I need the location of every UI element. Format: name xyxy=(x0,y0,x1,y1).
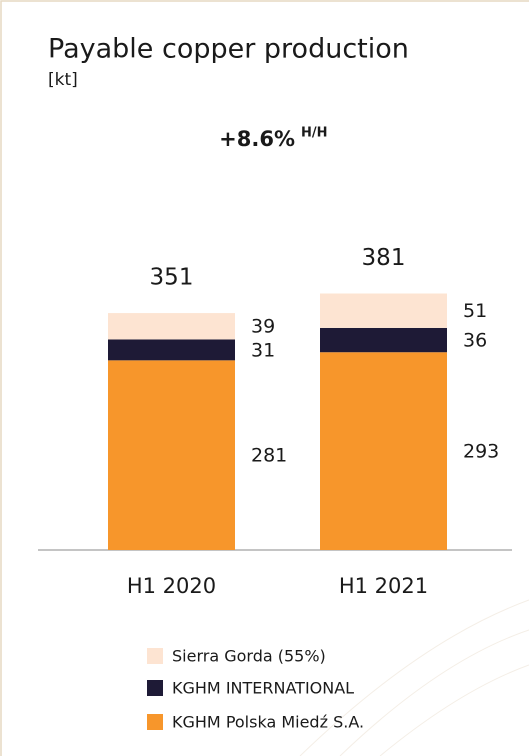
value-label: 293 xyxy=(463,441,499,463)
value-label: 31 xyxy=(251,339,275,361)
total-label: 351 xyxy=(150,265,194,291)
legend-swatch xyxy=(147,680,163,696)
chart-subtitle: [kt] xyxy=(48,70,78,90)
bar-segment xyxy=(108,339,235,361)
legend-label: KGHM Polska Miedź S.A. xyxy=(172,713,364,732)
legend-label: Sierra Gorda (55%) xyxy=(172,647,326,666)
value-label: 281 xyxy=(251,445,287,467)
bar-segment xyxy=(108,313,235,340)
value-label: 36 xyxy=(463,330,487,352)
annotation: +8.6% xyxy=(219,127,295,151)
bar-segment xyxy=(320,352,447,550)
bar-segment xyxy=(320,293,447,328)
x-tick-label: H1 2020 xyxy=(127,574,216,598)
bar-segment xyxy=(108,360,235,550)
chart-title: Payable copper production xyxy=(48,34,409,65)
legend-label: KGHM INTERNATIONAL xyxy=(172,679,354,698)
legend-swatch xyxy=(147,648,163,664)
value-label: 39 xyxy=(251,316,275,338)
decoration xyxy=(299,599,529,756)
total-label: 381 xyxy=(362,245,406,271)
legend-swatch xyxy=(147,714,163,730)
bar-segment xyxy=(320,327,447,353)
x-tick-label: H1 2021 xyxy=(339,574,428,598)
value-label: 51 xyxy=(463,300,487,322)
annotation-suffix: H/H xyxy=(301,126,328,141)
